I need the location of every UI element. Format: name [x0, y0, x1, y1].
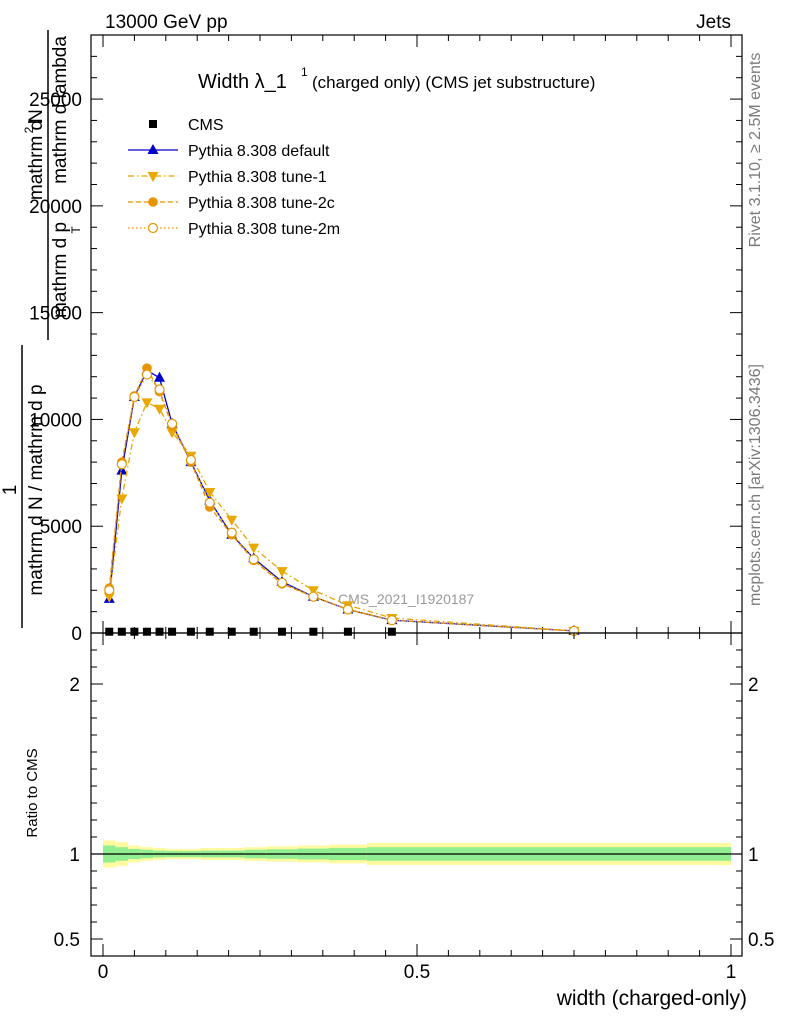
data-point: [277, 627, 286, 636]
data-point: [130, 627, 139, 636]
main-y-tick-label: 10000: [29, 410, 82, 431]
legend-item-pythia-8-308-tune-1: Pythia 8.308 tune-1: [128, 169, 327, 186]
analysis-watermark: CMS_2021_I1920187: [338, 591, 474, 607]
data-point: [128, 428, 140, 439]
data-point: [185, 454, 197, 466]
y-label-num-2: mathrm d: [26, 120, 47, 200]
header-right: Jets: [696, 12, 731, 33]
data-point: [205, 627, 214, 636]
data-point: [141, 369, 153, 380]
ratio-x-tick-label: 0: [98, 962, 109, 983]
y-label-den-2-rest: mathrm d lambda: [50, 36, 71, 184]
ratio-y-tick-label-right: 0.5: [748, 930, 774, 951]
y-label-den-1: mathrm d N / mathrm d p: [26, 384, 47, 595]
ratio-y-tick-label: 0.5: [54, 930, 80, 951]
legend-label: Pythia 8.308 default: [188, 143, 330, 160]
ratio-y-label: Ratio to CMS: [24, 748, 41, 837]
legend-item-pythia-8-308-tune-2m: Pythia 8.308 tune-2m: [128, 221, 340, 238]
legend-label: Pythia 8.308 tune-2m: [188, 221, 340, 238]
data-point: [141, 398, 153, 409]
legend-item-pythia-8-308-default: Pythia 8.308 default: [128, 143, 330, 160]
data-point: [154, 404, 166, 415]
data-point: [104, 585, 115, 596]
y-label-sub-t: T: [69, 226, 83, 234]
legend: CMS Pythia 8.308 default Pythia 8.308 tune…: [128, 117, 340, 238]
ratio-y-tick-label: 2: [69, 675, 80, 696]
data-point: [248, 554, 259, 565]
data-point: [226, 515, 238, 526]
data-point: [204, 488, 216, 499]
y-label-num-1: 1: [0, 485, 21, 496]
y-label-den-2: mathrm d p: [50, 222, 71, 318]
main-y-tick-label: 25000: [29, 90, 82, 111]
data-point: [116, 494, 128, 505]
data-point: [154, 384, 165, 395]
plot-title-main: Width λ_1: [198, 71, 287, 93]
legend-marker: [149, 120, 157, 128]
legend-marker: [147, 172, 159, 182]
x-axis-label: width (charged-only): [556, 987, 747, 1010]
data-point: [204, 497, 215, 508]
data-point: [155, 627, 164, 636]
data-point: [166, 428, 178, 439]
legend-marker: [147, 144, 159, 154]
main-y-tick-label: 15000: [29, 304, 82, 325]
data-point: [117, 627, 126, 636]
legend-item-cms: CMS: [149, 117, 224, 134]
series-pythia-8-308-tune-2m: [104, 369, 580, 636]
data-point: [343, 627, 352, 636]
plot-title: Width λ_1 1 (charged only) (CMS jet subs…: [198, 65, 595, 93]
data-point: [168, 627, 177, 636]
main-y-tick-label: 0: [71, 624, 82, 645]
data-point: [227, 627, 236, 636]
legend-marker: [147, 222, 159, 234]
ratio-plot-frame: [90, 632, 743, 957]
series-layer: [103, 363, 580, 637]
data-point: [387, 627, 396, 636]
data-point: [154, 371, 166, 382]
ratio-x-ticks: 0 0.5 1: [98, 633, 737, 983]
legend-marker: [148, 197, 158, 207]
header-left: 13000 GeV pp: [105, 12, 228, 33]
data-point: [105, 627, 114, 636]
data-point: [142, 627, 151, 636]
plot-title-suffix: (charged only) (CMS jet substructure): [312, 73, 595, 92]
series-cms: [105, 627, 396, 636]
data-point: [226, 527, 237, 538]
legend-item-pythia-8-308-tune-2c: Pythia 8.308 tune-2c: [128, 195, 335, 212]
main-y-ticks: 0 5000 10000 15000 20000 25000: [29, 34, 742, 645]
data-point: [386, 615, 397, 626]
ratio-y-tick-label-right: 2: [748, 675, 759, 696]
data-point: [276, 577, 288, 588]
ratio-y-ticks: 0.5 0.5 1 1 2 2: [54, 649, 774, 951]
y-label-num-2-rest: N: [26, 109, 47, 123]
ratio-x-tick-label: 0.5: [404, 962, 430, 983]
data-point: [342, 604, 354, 615]
data-point: [116, 459, 127, 470]
data-point: [248, 543, 260, 554]
data-point: [309, 627, 318, 636]
legend-label: CMS: [188, 117, 224, 134]
data-point: [249, 627, 258, 636]
main-y-tick-label: 20000: [29, 197, 82, 218]
data-point: [129, 391, 140, 403]
data-point: [186, 627, 195, 636]
legend-label: Pythia 8.308 tune-2c: [188, 195, 335, 212]
data-point: [276, 567, 288, 578]
data-point: [308, 591, 319, 602]
ratio-y-tick-label-right: 1: [748, 845, 759, 866]
ratio-y-tick-label: 1: [69, 845, 80, 866]
side-label-rivet: Rivet 3.1.10, ≥ 2.5M events: [747, 53, 764, 248]
data-point: [166, 418, 178, 429]
legend-label: Pythia 8.308 tune-1: [188, 169, 327, 186]
ratio-x-tick-label: 1: [726, 962, 737, 983]
data-point: [103, 592, 115, 603]
plot-title-superscript: 1: [301, 65, 308, 79]
y-axis-label: 1 mathrm d N / mathrm d p mathrm d 2 N m…: [0, 30, 83, 628]
side-label-mcplots: mcplots.cern.ch [arXiv:1306.3436]: [747, 364, 764, 606]
main-y-tick-label: 5000: [40, 517, 82, 538]
y-label-num-2-sup: 2: [22, 126, 36, 133]
data-point: [307, 586, 319, 597]
